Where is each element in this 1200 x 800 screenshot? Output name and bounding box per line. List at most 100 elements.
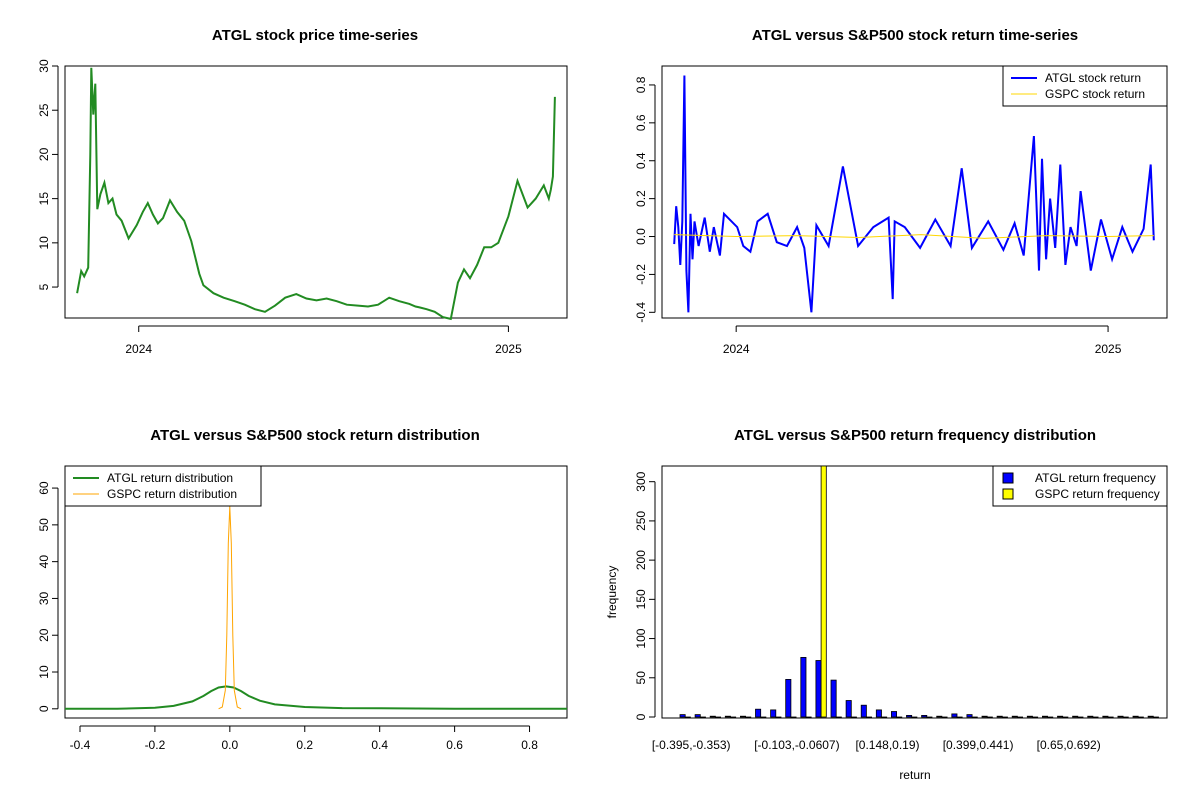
- y-tick-label: -0.2: [634, 264, 648, 285]
- gspc-bar: [775, 716, 782, 719]
- axes: -0.4 -0.2 0.0 0.2 0.4 0.6 0.8 2024 2025: [634, 76, 1122, 356]
- atgl-bar: [1117, 715, 1124, 718]
- gspc-bar: [956, 716, 963, 719]
- gspc-bar: [1047, 716, 1054, 719]
- atgl-bar: [921, 715, 928, 718]
- legend: ATGL stock return GSPC stock return: [1002, 65, 1168, 107]
- y-tick-label: 30: [37, 59, 51, 73]
- atgl-bar: [1042, 715, 1049, 718]
- legend-box: [64, 465, 262, 507]
- atgl-bar: [875, 709, 882, 718]
- gspc-bar: [820, 465, 827, 718]
- atgl-bar: [709, 715, 716, 718]
- axes: 0 50 100 150 200 250 300 [-0.395,-0.353) [-0.103…: [634, 471, 1101, 752]
- y-tick-label: 50: [634, 671, 648, 685]
- y-tick-label: 10: [37, 236, 51, 250]
- atgl-bar: [845, 700, 852, 718]
- gspc-bar: [715, 716, 722, 719]
- y-tick-label: 0.4: [634, 152, 648, 169]
- gspc-bar: [1001, 716, 1008, 719]
- gspc-bar: [835, 716, 842, 719]
- atgl-bar: [740, 715, 747, 718]
- data-marks: [65, 506, 567, 710]
- legend-swatch: [1002, 472, 1014, 484]
- gspc-bar: [881, 716, 888, 719]
- x-tick-label: 0.0: [221, 738, 238, 752]
- gspc-bar: [1092, 716, 1099, 719]
- plot-frame: [661, 465, 1168, 719]
- y-tick-label: 25: [37, 103, 51, 117]
- gspc-bar: [866, 716, 873, 719]
- legend: ATGL return frequency GSPC return frequen…: [992, 465, 1168, 507]
- x-axis-label: return: [899, 768, 930, 782]
- y-tick-label: 20: [37, 628, 51, 642]
- gspc-bar: [941, 716, 948, 719]
- gspc-bar: [699, 716, 706, 719]
- legend-label: ATGL return distribution: [107, 471, 233, 485]
- return-frequency-chart: ATGL versus S&P500 return frequency dist…: [605, 427, 1168, 782]
- gspc-bar: [926, 716, 933, 719]
- x-tick-label: [-0.395,-0.353): [652, 738, 731, 752]
- atgl-bar: [694, 714, 701, 718]
- gspc-bar: [850, 716, 857, 719]
- y-tick-label: 0: [37, 705, 51, 712]
- atgl-bar: [1087, 715, 1094, 718]
- y-tick-label: 0.0: [634, 228, 648, 245]
- gspc-bar: [790, 716, 797, 719]
- gspc-bar: [745, 716, 752, 719]
- atgl-bar: [770, 709, 777, 718]
- y-axis-label: frequency: [605, 566, 619, 619]
- x-tick-label: 0.6: [446, 738, 463, 752]
- atgl-bar: [906, 715, 913, 718]
- return-series-line: [673, 75, 1155, 313]
- chart-title: ATGL stock price time-series: [212, 27, 418, 44]
- atgl-bar: [966, 714, 973, 718]
- x-tick-label: 0.4: [371, 738, 388, 752]
- y-tick-label: 0.8: [634, 76, 648, 93]
- data-marks: [76, 67, 556, 321]
- gspc-bar: [986, 716, 993, 719]
- atgl-bar: [860, 704, 867, 718]
- legend-label: ATGL stock return: [1045, 71, 1141, 85]
- atgl-bar: [1026, 715, 1033, 718]
- x-tick-label: 2024: [125, 342, 152, 356]
- return-distribution-chart: ATGL versus S&P500 stock return distribu…: [37, 427, 568, 752]
- atgl-bar: [800, 657, 807, 718]
- x-tick-label: [0.65,0.692): [1037, 738, 1101, 752]
- price-time-series-chart: ATGL stock price time-series 51015202530…: [37, 27, 568, 356]
- y-tick-label: 20: [37, 147, 51, 161]
- gspc-bar: [971, 716, 978, 719]
- chart-title: ATGL versus S&P500 stock return distribu…: [150, 427, 480, 444]
- plot-frame: [64, 65, 568, 319]
- gspc-bar: [1152, 716, 1159, 719]
- gspc-bar: [760, 716, 767, 719]
- atgl-bar: [1102, 715, 1109, 718]
- y-tick-label: 0.2: [634, 190, 648, 207]
- x-tick-label: -0.2: [145, 738, 166, 752]
- density-curve: [65, 685, 567, 710]
- chart-title: ATGL versus S&P500 return frequency dist…: [734, 427, 1096, 444]
- gspc-bar: [1077, 716, 1084, 719]
- x-tick-label: 2025: [1095, 342, 1122, 356]
- legend-box: [1002, 65, 1168, 107]
- legend-label: GSPC stock return: [1045, 87, 1145, 101]
- data-marks: [679, 465, 1159, 719]
- atgl-bar: [891, 711, 898, 718]
- y-tick-label: 200: [634, 550, 648, 570]
- atgl-bar: [951, 713, 958, 718]
- y-tick-label: 60: [37, 481, 51, 495]
- plot-frame: [661, 65, 1168, 319]
- gspc-bar: [1122, 716, 1129, 719]
- gspc-bar: [1017, 716, 1024, 719]
- y-tick-label: 30: [37, 591, 51, 605]
- legend-label: GSPC return frequency: [1035, 487, 1160, 501]
- legend-swatch: [1002, 488, 1014, 500]
- atgl-bar: [1057, 715, 1064, 718]
- atgl-bar: [1011, 715, 1018, 718]
- atgl-bar: [981, 715, 988, 718]
- y-tick-label: 100: [634, 628, 648, 648]
- y-tick-label: -0.4: [634, 302, 648, 323]
- legend-label: GSPC return distribution: [107, 487, 237, 501]
- x-tick-label: -0.4: [70, 738, 91, 752]
